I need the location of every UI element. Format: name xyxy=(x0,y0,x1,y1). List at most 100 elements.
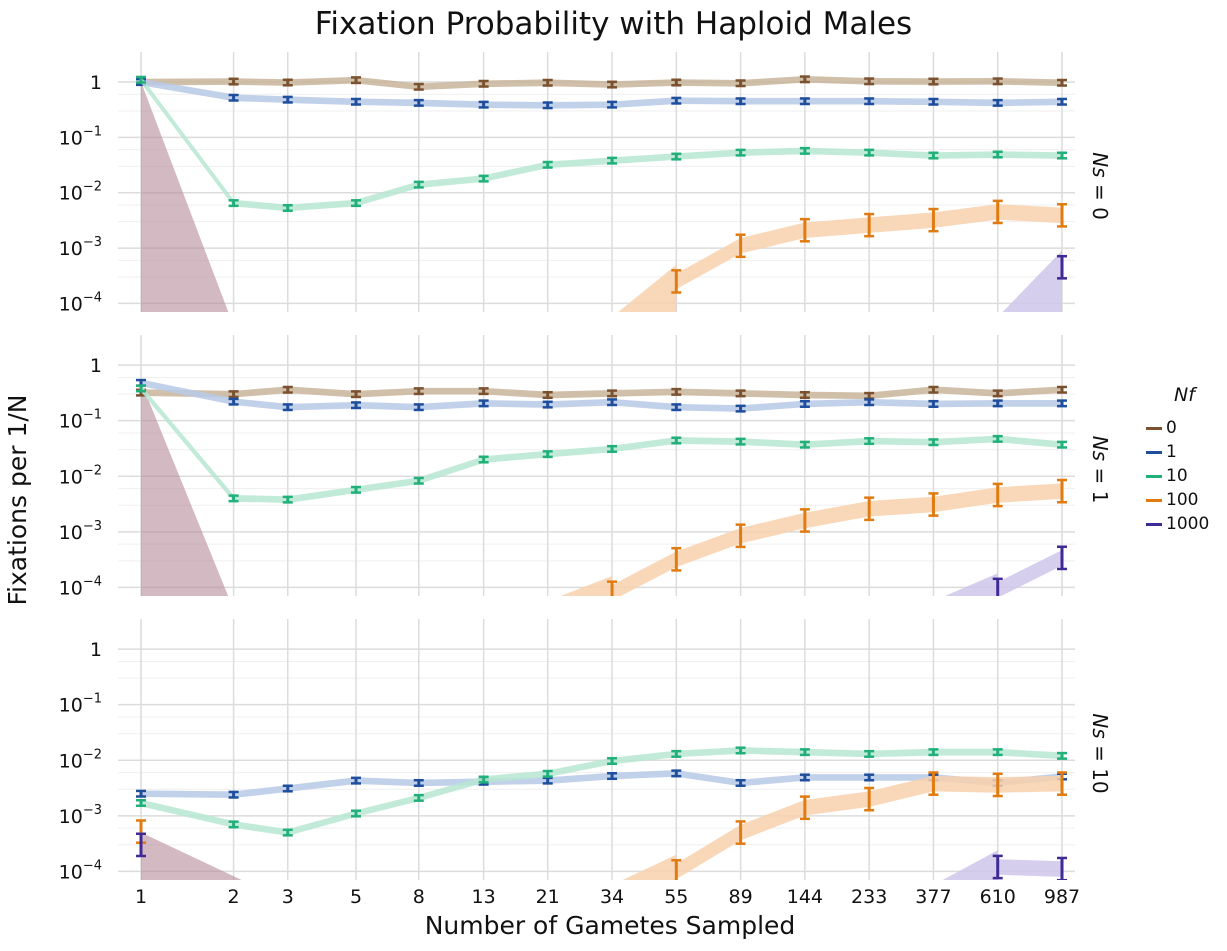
legend: Nf 0 1 10 100 1000 xyxy=(1146,384,1209,536)
y-tick-base: 1 xyxy=(90,355,102,377)
point-nf-100 xyxy=(735,233,746,259)
point-nf-100 xyxy=(671,546,682,572)
point-nf-1 xyxy=(928,97,939,106)
y-tick-exponent: −2 xyxy=(83,747,102,762)
point-nf-100 xyxy=(992,199,1003,225)
point-nf-10 xyxy=(542,769,553,778)
point-nf-0 xyxy=(282,78,293,87)
point-nf-0 xyxy=(350,390,361,399)
point-nf-1 xyxy=(671,96,682,105)
y-tick-label: 10−4 xyxy=(59,858,102,883)
point-nf-1 xyxy=(864,398,875,407)
point-nf-10 xyxy=(282,203,293,213)
y-tick-exponent: −4 xyxy=(83,290,102,305)
point-nf-0 xyxy=(228,390,239,399)
point-nf-0 xyxy=(607,389,618,398)
point-nf-1000 xyxy=(992,854,1003,880)
point-nf-10 xyxy=(992,748,1003,757)
point-nf-10 xyxy=(228,199,239,208)
legend-item-0: 0 xyxy=(1146,416,1209,440)
y-tick-base: 10 xyxy=(59,466,83,488)
x-tick-label: 55 xyxy=(664,886,688,908)
point-nf-10 xyxy=(799,748,810,757)
point-nf-0 xyxy=(413,82,424,91)
point-nf-100 xyxy=(671,269,682,294)
point-nf-100 xyxy=(1057,478,1067,504)
point-nf-10 xyxy=(671,152,682,161)
point-nf-0 xyxy=(671,78,682,87)
point-nf-10 xyxy=(478,455,489,464)
point-nf-10 xyxy=(1057,151,1067,160)
point-nf-0 xyxy=(735,79,746,88)
point-nf-10 xyxy=(864,148,875,157)
point-nf-10 xyxy=(735,437,746,446)
point-nf-100 xyxy=(864,212,875,238)
point-nf-1 xyxy=(478,100,489,109)
point-nf-10 xyxy=(542,160,553,169)
tail-band-nf-1000 xyxy=(1002,250,1062,312)
legend-label: 100 xyxy=(1166,490,1199,510)
point-nf-100 xyxy=(992,772,1003,798)
point-nf-100 xyxy=(799,795,810,821)
legend-swatch xyxy=(1146,498,1162,502)
point-nf-1000 xyxy=(992,577,1003,596)
y-tick-base: 10 xyxy=(59,750,83,772)
point-nf-1 xyxy=(228,93,239,102)
point-nf-0 xyxy=(735,389,746,398)
point-nf-1 xyxy=(136,789,146,798)
point-nf-0 xyxy=(799,75,810,84)
series-layer xyxy=(136,378,1067,596)
legend-item-1: 1 xyxy=(1146,440,1209,464)
drop-band xyxy=(141,832,242,880)
y-tick-exponent: −1 xyxy=(83,408,102,423)
point-nf-10 xyxy=(1057,751,1067,760)
point-nf-0 xyxy=(1057,78,1067,87)
tail-band-nf-1000 xyxy=(942,850,998,880)
point-nf-10 xyxy=(735,148,746,157)
point-nf-0 xyxy=(413,387,424,396)
band-nf-1 xyxy=(141,78,1062,109)
point-nf-10 xyxy=(735,746,746,755)
point-nf-10 xyxy=(799,146,810,155)
point-nf-0 xyxy=(478,387,489,396)
point-nf-10 xyxy=(542,450,553,459)
point-nf-10 xyxy=(478,775,489,784)
point-nf-1 xyxy=(542,101,553,110)
point-nf-1000 xyxy=(1057,856,1067,880)
point-nf-0 xyxy=(799,390,810,400)
series-layer xyxy=(136,75,1067,312)
point-nf-10 xyxy=(350,199,361,208)
point-nf-1 xyxy=(413,403,424,412)
point-nf-10 xyxy=(282,828,293,837)
point-nf-10 xyxy=(928,438,939,447)
x-tick-label: 1 xyxy=(135,886,147,908)
point-nf-1 xyxy=(799,97,810,106)
y-tick-exponent: −1 xyxy=(83,124,102,139)
point-nf-0 xyxy=(478,79,489,88)
point-nf-10 xyxy=(413,476,424,485)
point-nf-1 xyxy=(1057,97,1067,106)
point-nf-10 xyxy=(671,749,682,758)
point-nf-0 xyxy=(671,387,682,396)
panel-label: Ns = 0 xyxy=(1088,152,1112,220)
point-nf-0 xyxy=(928,385,939,394)
y-tick-base: 10 xyxy=(59,861,83,883)
band-nf-0 xyxy=(141,75,1062,91)
y-tick-base: 10 xyxy=(59,695,83,717)
point-nf-10 xyxy=(607,756,618,766)
point-nf-100 xyxy=(928,207,939,233)
y-tick-base: 10 xyxy=(59,806,83,828)
point-nf-1000 xyxy=(1057,545,1067,571)
y-tick-label: 10−2 xyxy=(59,747,102,772)
point-nf-0 xyxy=(607,80,618,89)
x-tick-label: 3 xyxy=(282,886,294,908)
y-tick-base: 10 xyxy=(59,127,83,149)
point-nf-100 xyxy=(735,820,746,845)
point-nf-10 xyxy=(228,820,239,829)
point-nf-10 xyxy=(282,495,293,504)
x-tick-label: 5 xyxy=(350,886,362,908)
point-nf-0 xyxy=(1057,385,1067,394)
point-nf-1 xyxy=(607,772,618,781)
point-nf-100 xyxy=(799,217,810,243)
legend-item-10: 10 xyxy=(1146,464,1209,488)
